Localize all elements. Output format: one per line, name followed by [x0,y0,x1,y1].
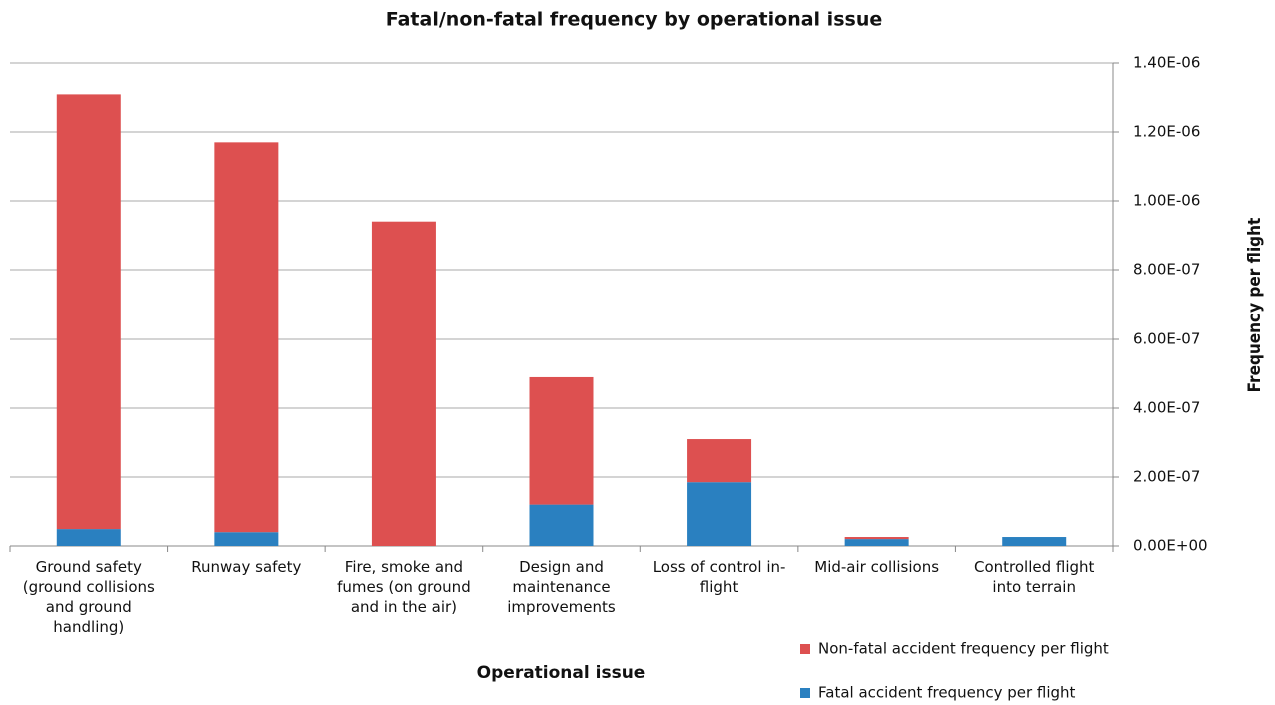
bar-segment [56,94,121,530]
chart-title: Fatal/non-fatal frequency by operational… [386,9,882,31]
legend-swatch [800,644,810,654]
bar-segment [214,532,279,546]
y-axis-title: Frequency per flight [1245,218,1265,393]
bar-segment [529,376,594,505]
x-tick-label: Mid-air collisions [814,558,940,576]
bar-segment [529,504,594,546]
legend-swatch [800,688,810,698]
x-axis-title: Operational issue [477,663,646,683]
legend-label: Non-fatal accident frequency per flight [818,640,1109,658]
y-tick-label: 4.00E-07 [1133,399,1200,417]
bar-segment [214,142,279,533]
y-tick-label: 1.20E-06 [1133,123,1200,141]
y-tick-label: 0.00E+00 [1133,537,1208,555]
x-tick-label: Ground safety (ground collisions and gro… [22,558,155,636]
y-tick-label: 1.00E-06 [1133,192,1200,210]
x-tick-label: Design and maintenance improvements [507,558,616,616]
bar-segment [687,482,752,546]
x-tick-label: Runway safety [191,558,302,576]
bar-segment [56,529,121,546]
y-tick-label: 6.00E-07 [1133,330,1200,348]
y-tick-label: 1.40E-06 [1133,54,1200,72]
bar-segment [844,537,909,540]
bar-segment [1002,537,1067,546]
x-tick-label: Fire, smoke and fumes (on ground and in … [337,558,471,616]
bar-segment [687,439,752,483]
y-tick-label: 2.00E-07 [1133,468,1200,486]
legend-label: Fatal accident frequency per flight [818,684,1076,702]
y-tick-label: 8.00E-07 [1133,261,1200,279]
bar-segment [844,539,909,546]
bar-segment [371,221,436,546]
x-tick-label: Loss of control in-flight [652,558,786,596]
x-tick-label: Controlled flight into terrain [973,558,1095,596]
